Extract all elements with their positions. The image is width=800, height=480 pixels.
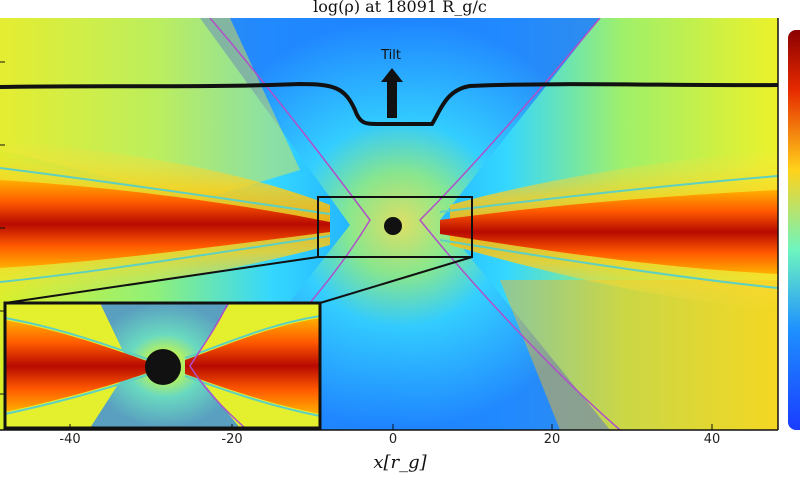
tilt-label: Tilt xyxy=(381,48,401,63)
black-hole-zoomed xyxy=(145,349,181,385)
colorbar xyxy=(788,30,800,430)
zoom-inset xyxy=(3,301,322,430)
x-axis-label: x[r_g] xyxy=(373,452,427,473)
density-map xyxy=(0,18,778,430)
xtick-label: 20 xyxy=(543,432,561,447)
xtick-label: 0 xyxy=(388,432,398,447)
xtick-label: -20 xyxy=(221,432,243,447)
black-hole xyxy=(384,217,402,235)
y-ticks xyxy=(0,61,5,395)
tilt-arrow-icon xyxy=(381,68,403,118)
xtick-label: 40 xyxy=(703,432,721,447)
tilt-profile-line xyxy=(0,81,778,126)
plot-title: log(ρ) at 18091 R_g/c xyxy=(313,0,487,16)
xtick-label: -40 xyxy=(59,432,81,447)
zoom-box xyxy=(317,196,473,258)
x-ticks xyxy=(69,424,713,430)
